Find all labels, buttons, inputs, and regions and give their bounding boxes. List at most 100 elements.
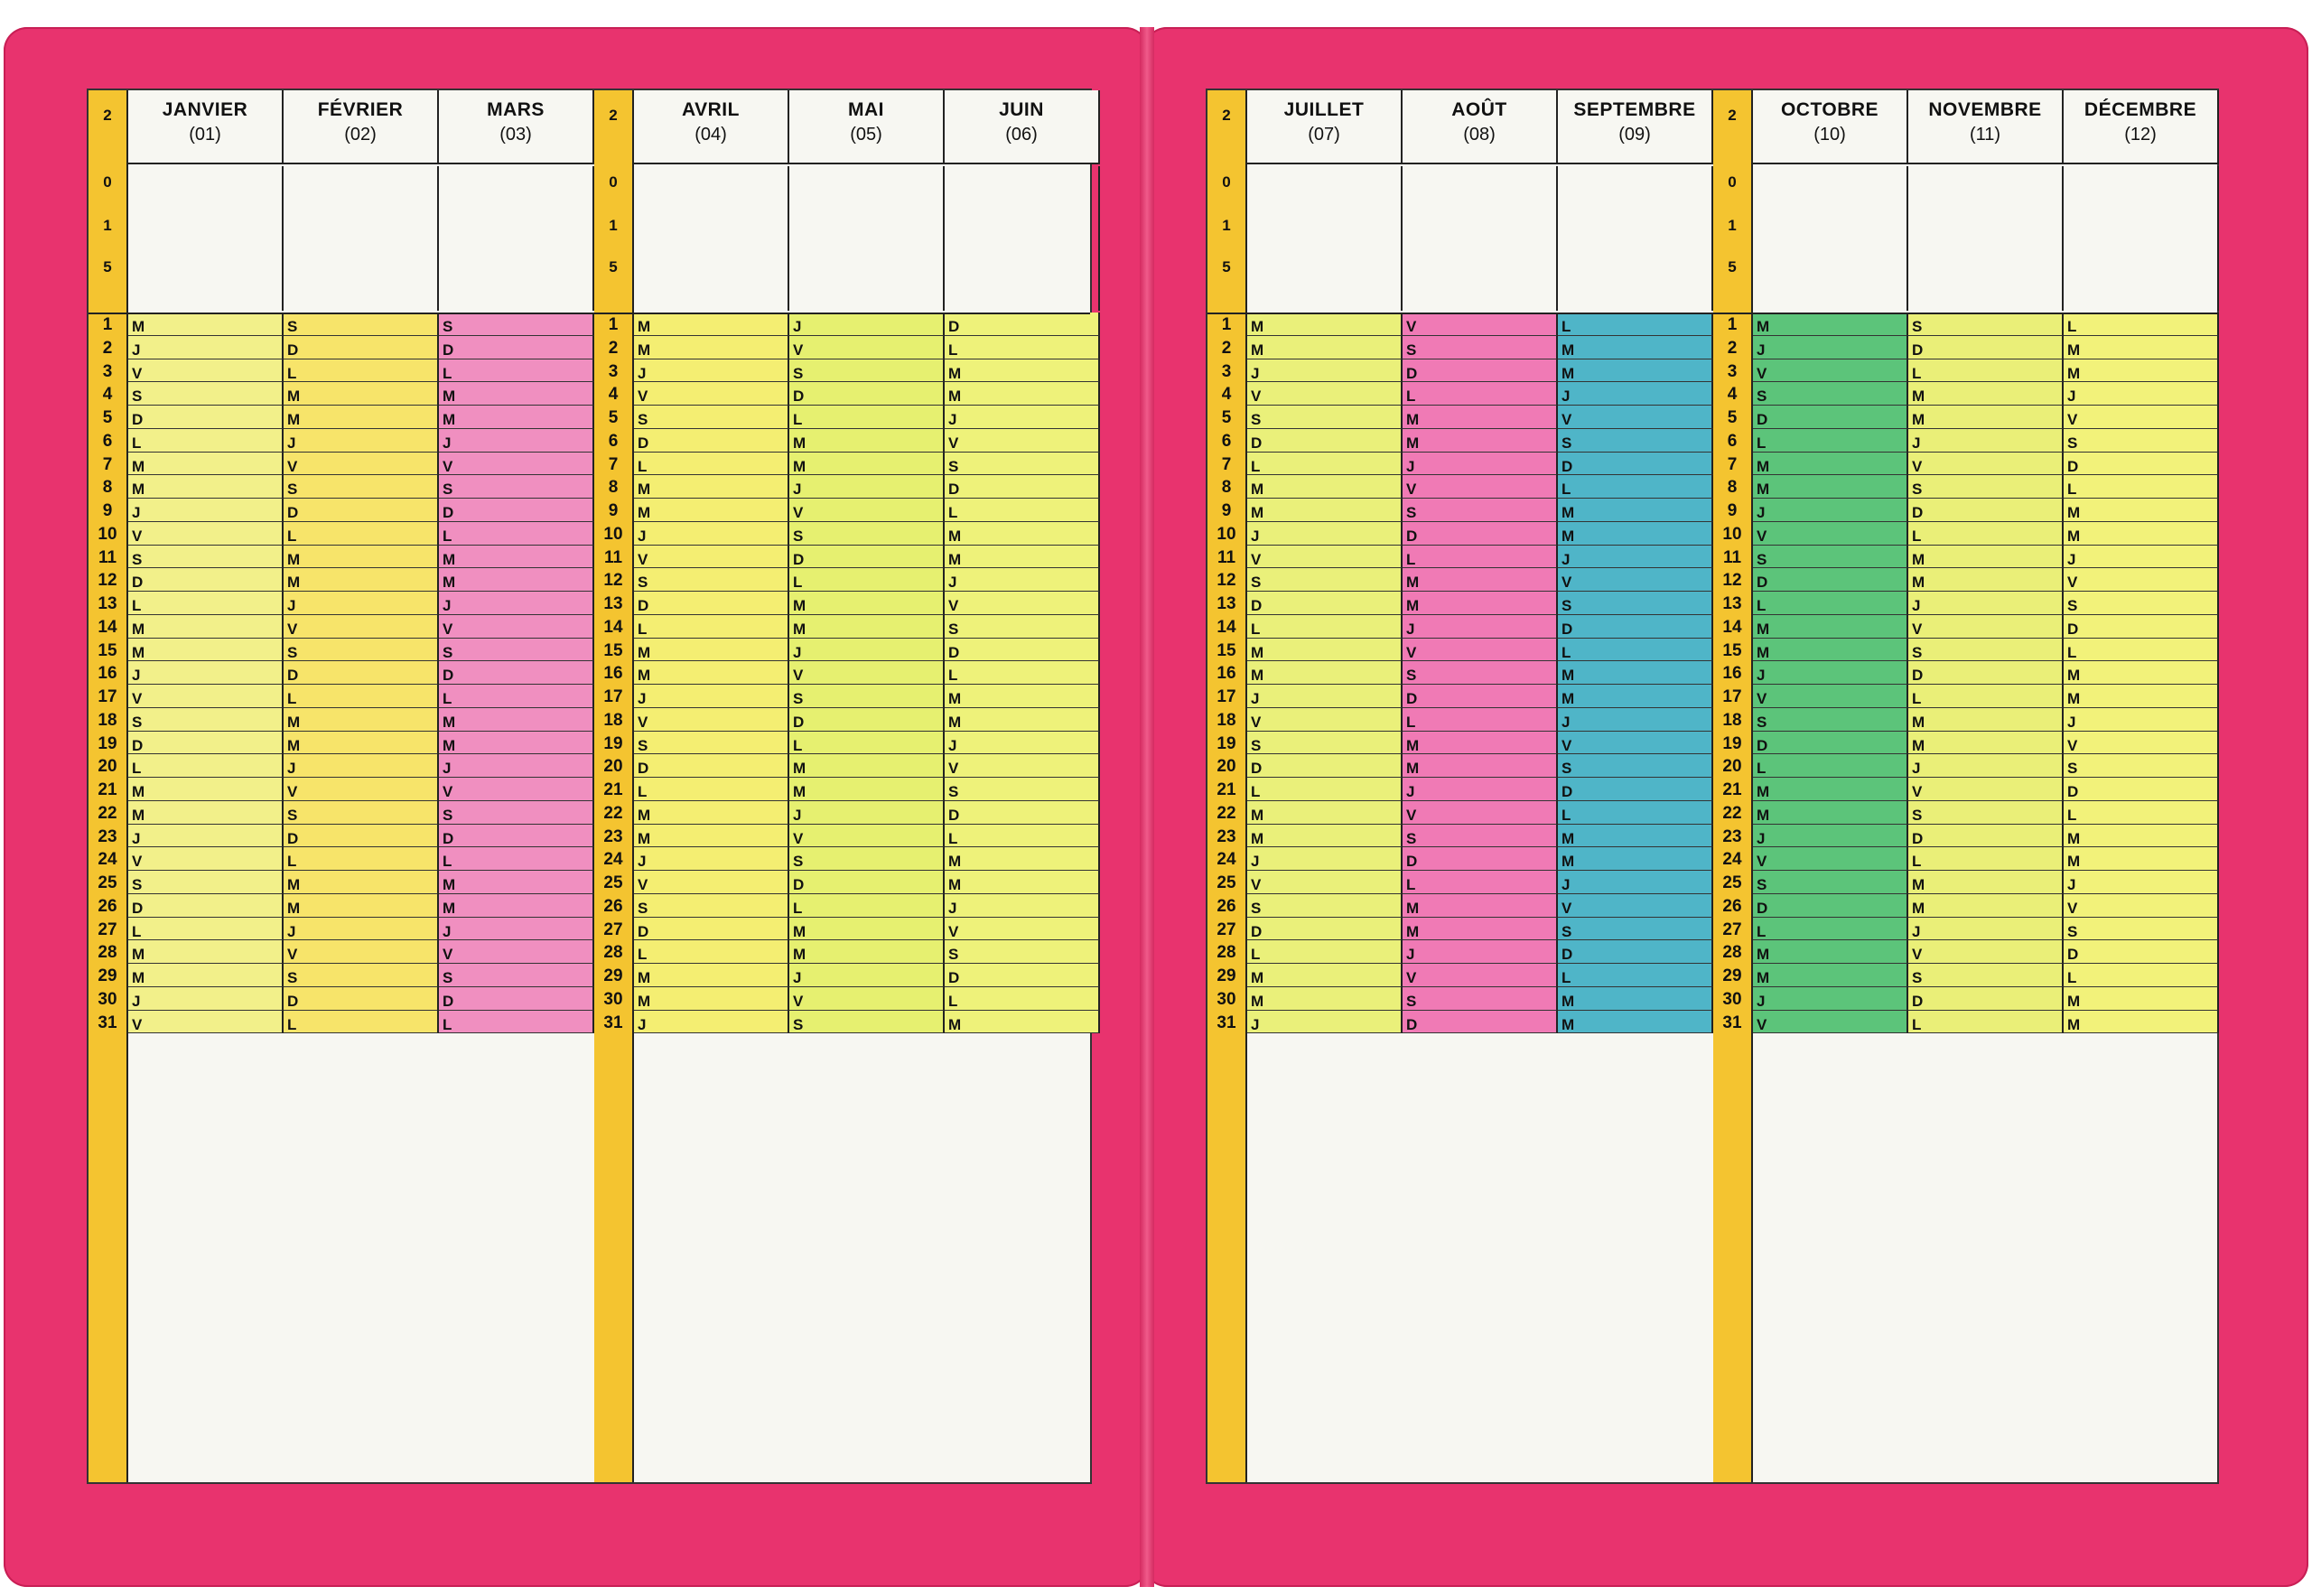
ruler-day-number: 25: [98, 873, 117, 892]
day-cell: J: [1558, 382, 1713, 406]
weekday-letter: M: [948, 550, 962, 568]
day-cell: S: [945, 614, 1100, 639]
weekday-letter: D: [1406, 1015, 1418, 1033]
weekday-letter: S: [132, 387, 143, 406]
day-cell: L: [2064, 313, 2219, 336]
day-cell: D: [1247, 754, 1403, 778]
weekday-letter: D: [2067, 946, 2079, 964]
ruler-day-number: 4: [1221, 385, 1232, 405]
day-cell: M: [1753, 475, 1908, 499]
ruler-day-number: 30: [1217, 989, 1236, 1009]
month-name: Mai: [848, 99, 884, 120]
ruler-day-number: 14: [1217, 617, 1236, 637]
weekday-letter: M: [948, 1015, 962, 1033]
weekday-letter: M: [1562, 690, 1575, 707]
month-name: Août: [1451, 99, 1507, 120]
day-cell: M: [284, 871, 439, 894]
ruler-day-number: 17: [1217, 687, 1236, 706]
ruler-day-number: 23: [98, 826, 117, 846]
day-cell: J: [2064, 382, 2219, 406]
day-cell: M: [284, 568, 439, 592]
ruler-day-number: 12: [98, 571, 117, 591]
day-cell: V: [1403, 313, 1558, 336]
weekday-letter: V: [638, 550, 648, 568]
day-cell: V: [128, 847, 284, 871]
day-cell: S: [128, 382, 284, 406]
weekday-letter: D: [132, 899, 144, 917]
weekday-letter: V: [793, 992, 804, 1010]
weekday-letter: J: [1757, 341, 1766, 359]
weekday-letter: S: [638, 411, 648, 428]
day-cell: M: [1403, 568, 1558, 592]
day-cell: M: [439, 382, 594, 406]
day-cell: M: [1558, 499, 1713, 522]
weekday-letter: J: [132, 504, 141, 521]
weekday-letter: L: [638, 457, 648, 475]
day-cell: M: [1247, 800, 1403, 825]
ruler-day-number: 28: [1217, 943, 1236, 963]
ruler-day-number: 13: [1722, 594, 1742, 613]
day-cell: D: [945, 800, 1100, 825]
day-cell: D: [439, 661, 594, 685]
weekday-letter: D: [1912, 829, 1924, 847]
day-cell: S: [1558, 754, 1713, 778]
day-cell: M: [1908, 707, 2064, 732]
weekday-letter: J: [1757, 504, 1766, 521]
day-cell: M: [1247, 661, 1403, 685]
ruler-day-number: 11: [603, 547, 623, 567]
weekday-letter: M: [1757, 318, 1770, 335]
day-cell: J: [284, 592, 439, 615]
calendar-page-right: 2 0 1 5 1 2 3 4 5 6 7 8 9 10 11 12 13 14 15 16 17 18 19 20 21 22 2…: [1206, 89, 2219, 1484]
day-cell: S: [634, 406, 789, 429]
day-cell: J: [1753, 824, 1908, 848]
day-cell: S: [945, 452, 1100, 476]
day-cell: L: [1403, 707, 1558, 732]
weekday-letter: S: [287, 481, 298, 499]
day-cell: S: [1908, 638, 2064, 662]
weekday-letter: L: [1757, 760, 1767, 778]
day-cell: S: [128, 707, 284, 732]
ruler-day-number: 3: [1727, 361, 1738, 381]
day-cell: L: [439, 847, 594, 871]
day-cell: M: [1558, 986, 1713, 1011]
ruler-day-number: 28: [603, 943, 623, 963]
day-cell: M: [1247, 335, 1403, 359]
weekday-letter: D: [1912, 667, 1924, 685]
weekday-letter: V: [1562, 736, 1572, 754]
weekday-letter: L: [1251, 946, 1261, 964]
weekday-letter: M: [638, 318, 651, 335]
weekday-letter: J: [1562, 876, 1571, 893]
day-cell: M: [2064, 335, 2219, 359]
day-cell: M: [2064, 824, 2219, 848]
day-cell: M: [1247, 986, 1403, 1011]
weekday-letter: V: [793, 504, 804, 521]
weekday-letter: M: [1912, 899, 1925, 917]
day-cell: J: [1403, 778, 1558, 801]
day-cell: M: [1753, 614, 1908, 639]
day-cell: V: [1247, 382, 1403, 406]
month-name: Juin: [999, 99, 1044, 120]
month-number: (05): [850, 125, 882, 145]
day-cell: S: [789, 359, 945, 383]
weekday-letter: L: [287, 1015, 297, 1033]
day-cell: M: [2064, 499, 2219, 522]
day-cell: L: [284, 685, 439, 708]
ruler-day-number: 20: [98, 757, 117, 777]
day-cell: L: [128, 754, 284, 778]
day-cell: V: [789, 335, 945, 359]
day-cell: S: [439, 964, 594, 987]
weekday-letter: L: [1562, 481, 1571, 499]
day-cell: M: [1403, 917, 1558, 941]
day-cell: J: [128, 661, 284, 685]
weekday-letter: D: [443, 992, 454, 1010]
weekday-letter: J: [793, 318, 802, 335]
weekday-letter: S: [132, 876, 143, 893]
weekday-letter: L: [948, 341, 958, 359]
weekday-letter: M: [1251, 481, 1264, 499]
day-cell: L: [1753, 754, 1908, 778]
day-cell: J: [1753, 986, 1908, 1011]
day-cell: J: [634, 847, 789, 871]
day-cell: J: [128, 335, 284, 359]
weekday-letter: L: [948, 667, 958, 685]
ruler-day-number: 30: [1722, 989, 1742, 1009]
